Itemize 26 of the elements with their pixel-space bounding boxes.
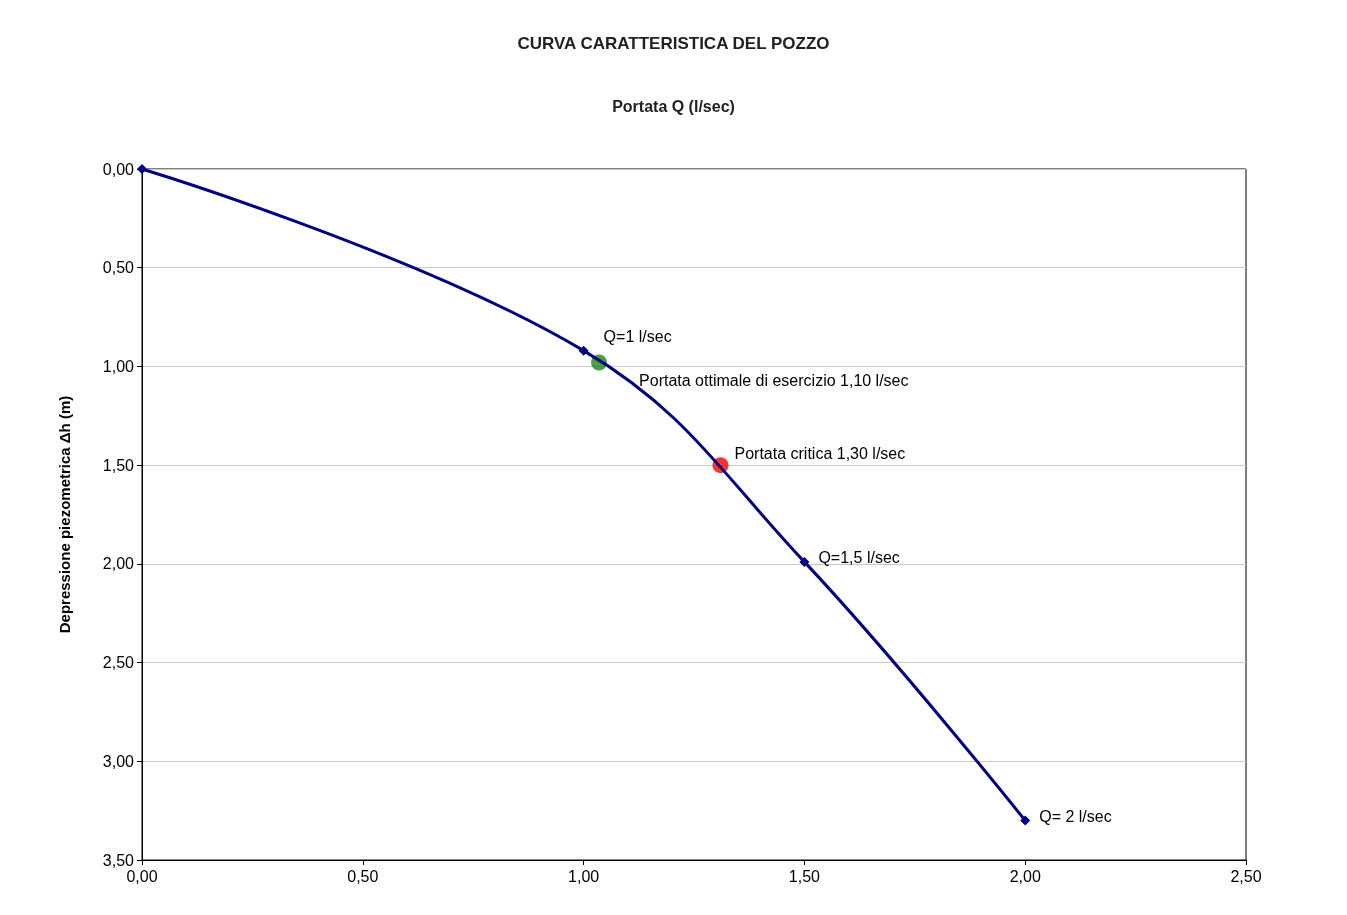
- point: [799, 556, 810, 567]
- y-tick-label: 3,50: [102, 851, 135, 869]
- x-tick-label: 0,50: [347, 867, 379, 885]
- annotation: Q=1,5 l/sec: [818, 549, 900, 567]
- y-tick-label: 0,50: [102, 259, 135, 277]
- x-tick-label: 2,00: [1009, 867, 1041, 885]
- y-tick-label: 1,00: [102, 357, 135, 375]
- point: [137, 164, 147, 174]
- y-tick-label: 1,50: [102, 456, 135, 474]
- x-tick-label: 2,50: [1230, 867, 1262, 885]
- annotation: Portata ottimale di esercizio 1,10 l/sec: [639, 371, 909, 389]
- point: [1020, 815, 1031, 826]
- y-axis-title: Depressione piezometrica Δh (m): [56, 395, 73, 634]
- x-axis-title: Portata Q (l/sec): [612, 97, 735, 115]
- y-tick-label: 3,00: [102, 752, 135, 770]
- y-tick-label: 2,00: [102, 555, 135, 573]
- point: [578, 345, 589, 356]
- x-tick-label: 1,50: [788, 867, 821, 885]
- annotation: Q=1 l/sec: [603, 328, 672, 346]
- x-tick-label: 1,00: [568, 867, 600, 885]
- y-tick-label: 0,00: [102, 160, 135, 178]
- annotation: Q= 2 l/sec: [1039, 808, 1112, 826]
- y-tick-label: 2,50: [102, 654, 135, 672]
- annotation: Portata critica 1,30 l/sec: [734, 444, 906, 462]
- chart-title: CURVA CARATTERISTICA DEL POZZO: [517, 34, 830, 53]
- x-tick-label: 0,00: [126, 867, 158, 885]
